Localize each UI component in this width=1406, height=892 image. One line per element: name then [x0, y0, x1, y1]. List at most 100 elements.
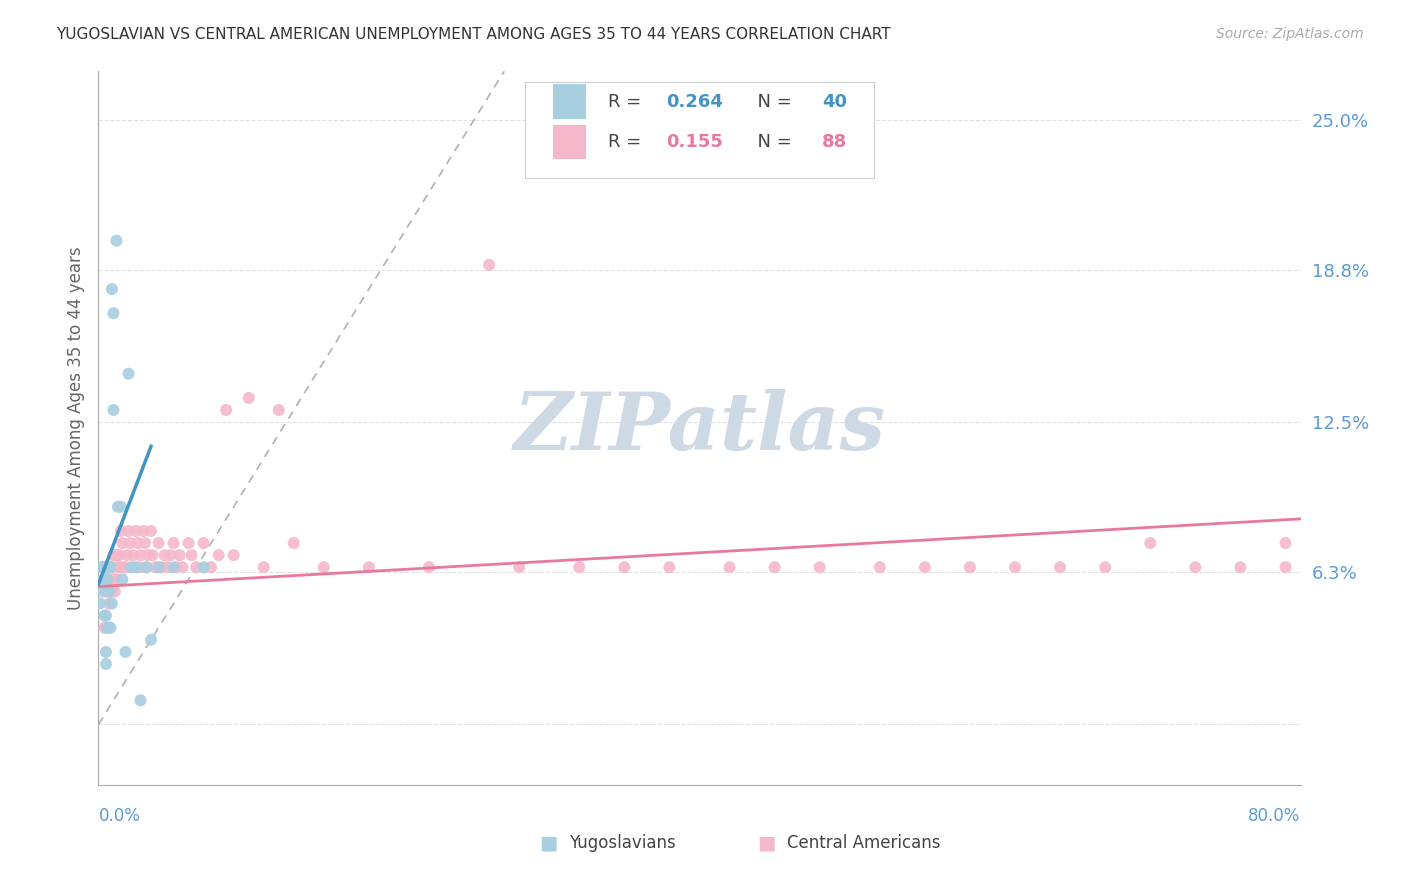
Point [1004, 560, 1026, 574]
Point [128, 560, 150, 574]
Point [763, 560, 786, 574]
Point [215, 403, 238, 417]
Point [96, 572, 118, 586]
Point [1184, 560, 1206, 574]
Text: ■: ■ [756, 833, 776, 853]
Point [162, 560, 184, 574]
Text: ■: ■ [538, 833, 558, 853]
Point [153, 548, 176, 562]
Point [112, 560, 135, 574]
Point [94, 645, 117, 659]
Point [132, 524, 155, 538]
Text: N =: N = [747, 93, 797, 111]
Text: 0.0%: 0.0% [98, 807, 141, 825]
Point [139, 524, 162, 538]
Point [103, 306, 125, 320]
Point [129, 693, 152, 707]
Point [959, 560, 981, 574]
Point [136, 548, 159, 562]
Point [134, 536, 156, 550]
Point [93, 560, 115, 574]
Text: ZIPatlas: ZIPatlas [513, 390, 886, 467]
Point [1274, 536, 1296, 550]
Point [508, 560, 530, 574]
Point [222, 548, 245, 562]
Point [312, 560, 335, 574]
Point [97, 621, 120, 635]
Point [1094, 560, 1116, 574]
Point [1049, 560, 1071, 574]
Point [97, 572, 120, 586]
Point [105, 572, 128, 586]
Point [135, 560, 157, 574]
Point [118, 536, 141, 550]
Point [129, 548, 152, 562]
Point [1274, 560, 1296, 574]
Point [94, 560, 117, 574]
Point [107, 500, 129, 514]
Point [159, 548, 181, 562]
Point [110, 560, 132, 574]
Point [135, 560, 157, 574]
Point [94, 560, 117, 574]
Point [91, 560, 114, 574]
Point [94, 584, 117, 599]
Text: R =: R = [609, 93, 647, 111]
Point [150, 560, 173, 574]
Point [96, 621, 118, 635]
Point [91, 560, 114, 574]
Point [110, 524, 132, 538]
Point [193, 536, 215, 550]
Point [1139, 536, 1161, 550]
Text: 40: 40 [823, 93, 846, 111]
Point [110, 500, 132, 514]
Point [100, 560, 122, 574]
Point [93, 621, 115, 635]
Point [177, 536, 200, 550]
Point [357, 560, 380, 574]
Point [101, 597, 124, 611]
Point [97, 560, 120, 574]
Bar [553, 85, 586, 119]
Point [478, 258, 501, 272]
Point [111, 536, 134, 550]
Text: 0.155: 0.155 [666, 133, 723, 151]
Point [105, 548, 128, 562]
Point [115, 548, 138, 562]
Point [1229, 560, 1251, 574]
Point [145, 560, 167, 574]
Point [200, 560, 222, 574]
Text: R =: R = [609, 133, 647, 151]
Point [89, 597, 111, 611]
Text: N =: N = [747, 133, 797, 151]
Point [121, 560, 143, 574]
Point [94, 572, 117, 586]
Point [107, 560, 129, 574]
Point [100, 621, 122, 635]
Text: 0.264: 0.264 [666, 93, 723, 111]
Point [568, 560, 591, 574]
Text: Source: ZipAtlas.com: Source: ZipAtlas.com [1216, 27, 1364, 41]
Point [914, 560, 936, 574]
Point [96, 560, 118, 574]
Point [96, 560, 118, 574]
Point [94, 608, 117, 623]
Point [100, 584, 122, 599]
Point [104, 584, 127, 599]
Text: Central Americans: Central Americans [787, 834, 941, 852]
Point [90, 560, 112, 574]
Point [156, 560, 179, 574]
Point [108, 548, 131, 562]
Point [96, 584, 118, 599]
Text: YUGOSLAVIAN VS CENTRAL AMERICAN UNEMPLOYMENT AMONG AGES 35 TO 44 YEARS CORRELATI: YUGOSLAVIAN VS CENTRAL AMERICAN UNEMPLOY… [56, 27, 891, 42]
Point [97, 584, 120, 599]
Point [97, 597, 120, 611]
Point [93, 608, 115, 623]
Point [114, 645, 136, 659]
Point [121, 560, 143, 574]
Point [184, 560, 207, 574]
Point [91, 584, 114, 599]
Point [93, 572, 115, 586]
FancyBboxPatch shape [526, 82, 873, 178]
Point [103, 403, 125, 417]
